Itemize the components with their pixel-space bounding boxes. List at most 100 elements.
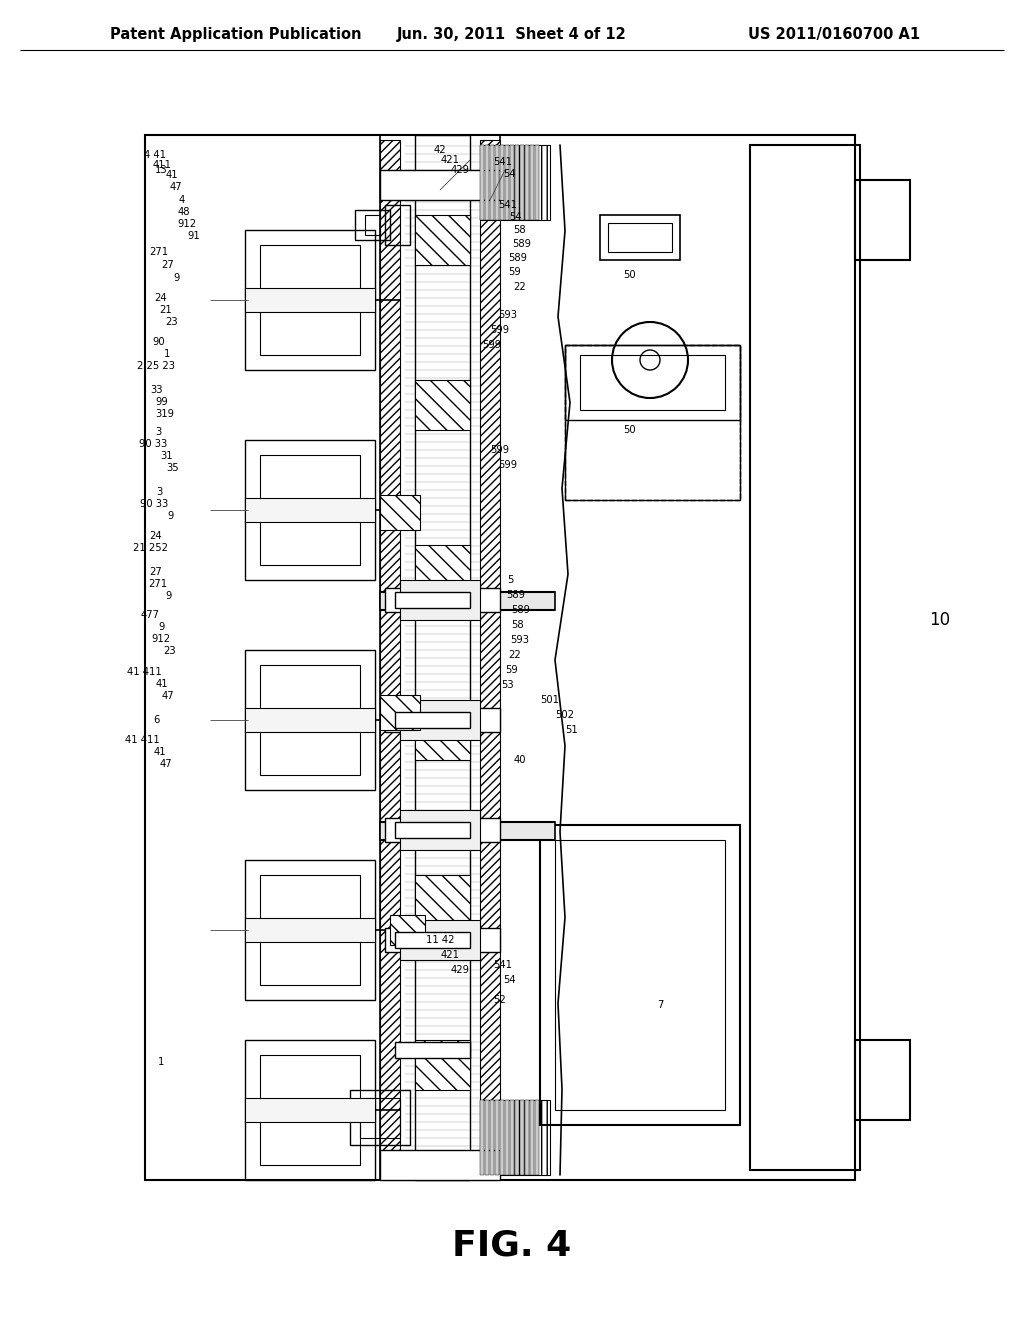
Bar (380, 170, 500, 201)
Bar (245, 440, 375, 579)
Text: 99: 99 (156, 397, 168, 407)
Text: 27: 27 (150, 568, 162, 577)
Text: 421: 421 (440, 154, 460, 165)
Text: 54: 54 (504, 169, 516, 180)
Circle shape (303, 1104, 317, 1117)
Bar (485, 1100, 489, 1175)
Bar (385, 818, 500, 842)
Circle shape (612, 322, 688, 399)
Text: 50: 50 (624, 425, 636, 436)
Text: 22: 22 (514, 282, 526, 292)
Bar (245, 1098, 375, 1122)
Text: 502: 502 (555, 710, 574, 719)
Text: Jun. 30, 2011  Sheet 4 of 12: Jun. 30, 2011 Sheet 4 of 12 (397, 28, 627, 42)
Text: 3: 3 (157, 487, 163, 498)
Bar (520, 1100, 524, 1175)
Text: 54: 54 (504, 975, 516, 985)
Circle shape (303, 923, 317, 937)
Bar (385, 587, 500, 612)
Bar (555, 840, 725, 1110)
Bar (530, 1100, 534, 1175)
Bar (260, 246, 360, 355)
Bar (245, 498, 375, 521)
Text: 50: 50 (624, 271, 636, 280)
Text: 31: 31 (161, 451, 173, 461)
Text: 90: 90 (153, 337, 165, 347)
Bar (565, 345, 740, 500)
Text: 59: 59 (506, 665, 518, 675)
Text: 6: 6 (154, 715, 160, 725)
Text: 593: 593 (499, 310, 517, 319)
Circle shape (303, 713, 317, 727)
Bar (260, 875, 360, 985)
Bar (380, 591, 555, 610)
Text: 33: 33 (151, 385, 163, 395)
Bar (525, 1100, 529, 1175)
Text: 47: 47 (162, 690, 174, 701)
Text: 4 41: 4 41 (144, 150, 166, 160)
Bar (380, 495, 420, 531)
Text: 47: 47 (169, 182, 182, 191)
Text: 589: 589 (512, 605, 530, 615)
Bar (495, 145, 499, 220)
Text: 53: 53 (502, 680, 514, 690)
Bar (400, 579, 480, 620)
Bar (380, 1150, 500, 1180)
Text: 41: 41 (165, 170, 178, 180)
Text: 47: 47 (160, 759, 172, 770)
Circle shape (640, 350, 660, 370)
Text: 13: 13 (155, 165, 168, 176)
Text: US 2011/0160700 A1: US 2011/0160700 A1 (748, 28, 920, 42)
Text: 52: 52 (494, 995, 507, 1005)
Text: 599: 599 (482, 341, 502, 350)
Bar (380, 135, 500, 1180)
Bar (505, 145, 509, 220)
Bar (245, 288, 375, 312)
Text: 41 411: 41 411 (125, 735, 160, 744)
Bar (400, 700, 480, 741)
Text: 2 25 23: 2 25 23 (137, 360, 175, 371)
Text: 411: 411 (153, 160, 172, 170)
Text: 9: 9 (166, 591, 172, 601)
Text: 48: 48 (177, 207, 190, 216)
Bar (510, 1100, 514, 1175)
Text: 1: 1 (158, 1057, 165, 1067)
Bar (245, 649, 375, 789)
Bar (260, 665, 360, 775)
Text: 593: 593 (511, 635, 529, 645)
Bar (415, 545, 470, 595)
Text: 21 252: 21 252 (133, 543, 168, 553)
Text: 42: 42 (434, 145, 446, 154)
Bar (395, 932, 470, 948)
Bar (415, 875, 470, 925)
Text: 21: 21 (160, 305, 172, 315)
Bar (600, 215, 680, 260)
Text: 41 411: 41 411 (127, 667, 162, 677)
Text: 54: 54 (509, 213, 521, 222)
Text: 912: 912 (151, 634, 170, 644)
Bar (480, 140, 500, 1175)
Bar (525, 145, 529, 220)
Bar (395, 1041, 470, 1059)
Text: 477: 477 (141, 610, 160, 620)
Bar (385, 708, 500, 733)
Text: 429: 429 (451, 965, 469, 975)
Bar (415, 135, 470, 1180)
Text: 429: 429 (451, 165, 469, 176)
Text: 5: 5 (507, 576, 513, 585)
Bar (495, 1100, 499, 1175)
Text: 58: 58 (514, 224, 526, 235)
Bar (480, 145, 484, 220)
Bar (390, 915, 425, 945)
Bar (415, 710, 470, 760)
Text: 4: 4 (179, 195, 185, 205)
Text: 90 33: 90 33 (139, 499, 168, 510)
Text: 91: 91 (187, 231, 200, 242)
Bar (395, 822, 470, 838)
Bar (245, 1040, 375, 1180)
Bar (385, 928, 500, 952)
Bar (490, 1100, 494, 1175)
Bar (750, 145, 860, 1170)
Text: 23: 23 (164, 645, 176, 656)
Text: 24: 24 (155, 293, 167, 304)
